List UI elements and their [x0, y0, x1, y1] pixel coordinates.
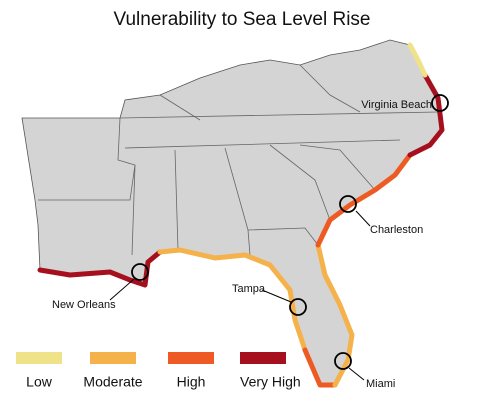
city-label: Virginia Beach	[361, 99, 432, 111]
state-borders	[38, 64, 439, 256]
city-markers	[109, 94, 449, 381]
legend-label: Moderate	[83, 374, 142, 390]
title: Vulnerability to Sea Level Rise	[114, 9, 371, 30]
legend-label: Very High	[240, 374, 301, 390]
legend-swatch	[168, 352, 214, 364]
city-label: Tampa	[232, 283, 266, 295]
legend-swatch	[240, 352, 286, 364]
legend-label: Low	[26, 374, 53, 390]
city-label: Charleston	[370, 224, 423, 236]
legend: Low Moderate High Very High	[16, 352, 301, 390]
region	[21, 39, 443, 386]
legend-label: High	[177, 374, 206, 390]
legend-swatch	[16, 352, 62, 364]
city-label: New Orleans	[52, 299, 116, 311]
legend-swatch	[90, 352, 136, 364]
city-label: Miami	[366, 378, 395, 390]
